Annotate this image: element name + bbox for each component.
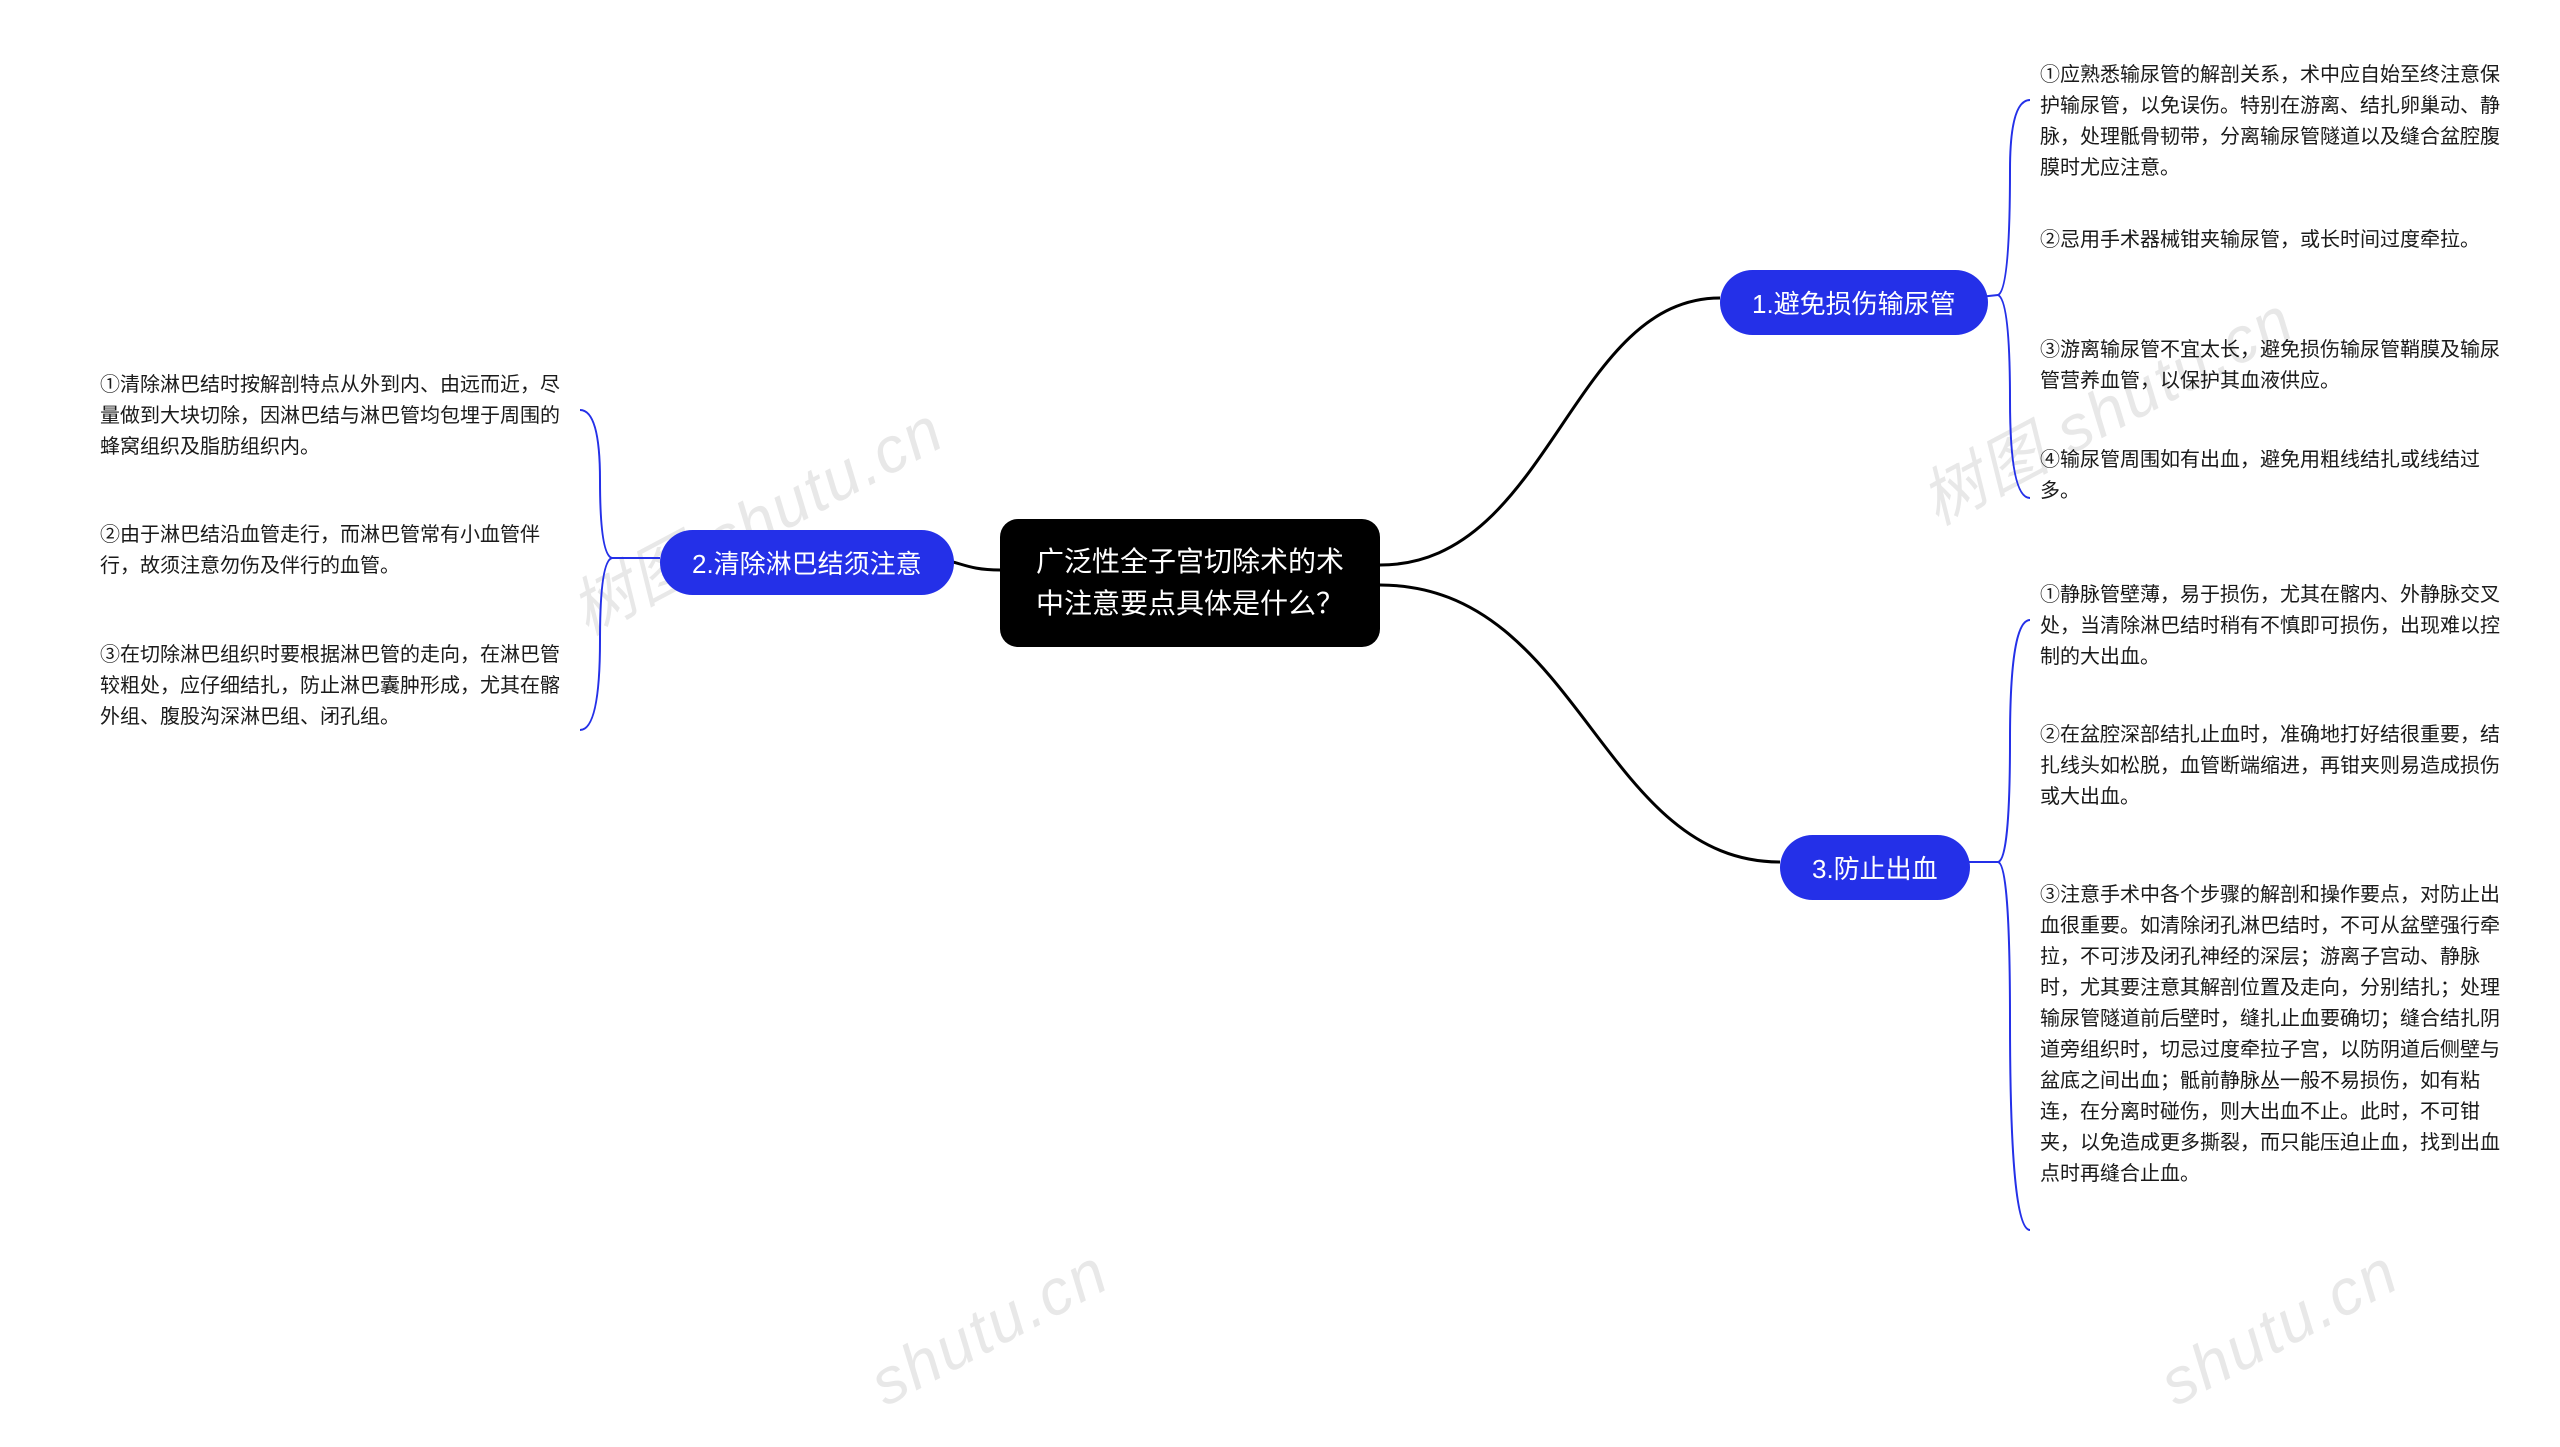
- watermark: 树图 shutu.cn: [552, 379, 957, 653]
- leaf-text: ①静脉管壁薄，易于损伤，尤其在髂内、外静脉交叉处，当清除淋巴结时稍有不慎即可损伤…: [2040, 580, 2500, 673]
- leaf-text: ②由于淋巴结沿血管走行，而淋巴管常有小血管伴行，故须注意勿伤及伴行的血管。: [100, 520, 560, 582]
- watermark: shutu.cn: [858, 1234, 1120, 1420]
- leaf-text: ④输尿管周围如有出血，避免用粗线结扎或线结过多。: [2040, 445, 2500, 507]
- leaf-text: ③注意手术中各个步骤的解剖和操作要点，对防止出血很重要。如清除闭孔淋巴结时，不可…: [2040, 880, 2500, 1190]
- leaf-text: ②忌用手术器械钳夹输尿管，或长时间过度牵拉。: [2040, 225, 2500, 256]
- leaf-text: ③在切除淋巴组织时要根据淋巴管的走向，在淋巴管较粗处，应仔细结扎，防止淋巴囊肿形…: [100, 640, 560, 733]
- leaf-text: ②在盆腔深部结扎止血时，准确地打好结很重要，结扎线头如松脱，血管断端缩进，再钳夹…: [2040, 720, 2500, 813]
- leaf-text: ①应熟悉输尿管的解剖关系，术中应自始至终注意保护输尿管，以免误伤。特别在游离、结…: [2040, 60, 2500, 184]
- branch-prevent-bleeding[interactable]: 3.防止出血: [1780, 835, 1970, 900]
- leaf-text: ③游离输尿管不宜太长，避免损伤输尿管鞘膜及输尿管营养血管，以保护其血液供应。: [2040, 335, 2500, 397]
- watermark: shutu.cn: [2148, 1234, 2410, 1420]
- branch-avoid-ureter-injury[interactable]: 1.避免损伤输尿管: [1720, 270, 1988, 335]
- mindmap-root[interactable]: 广泛性全子宫切除术的术中注意要点具体是什么？: [1000, 519, 1380, 647]
- leaf-text: ①清除淋巴结时按解剖特点从外到内、由远而近，尽量做到大块切除，因淋巴结与淋巴管均…: [100, 370, 560, 463]
- branch-lymph-node-clearance[interactable]: 2.清除淋巴结须注意: [660, 530, 954, 595]
